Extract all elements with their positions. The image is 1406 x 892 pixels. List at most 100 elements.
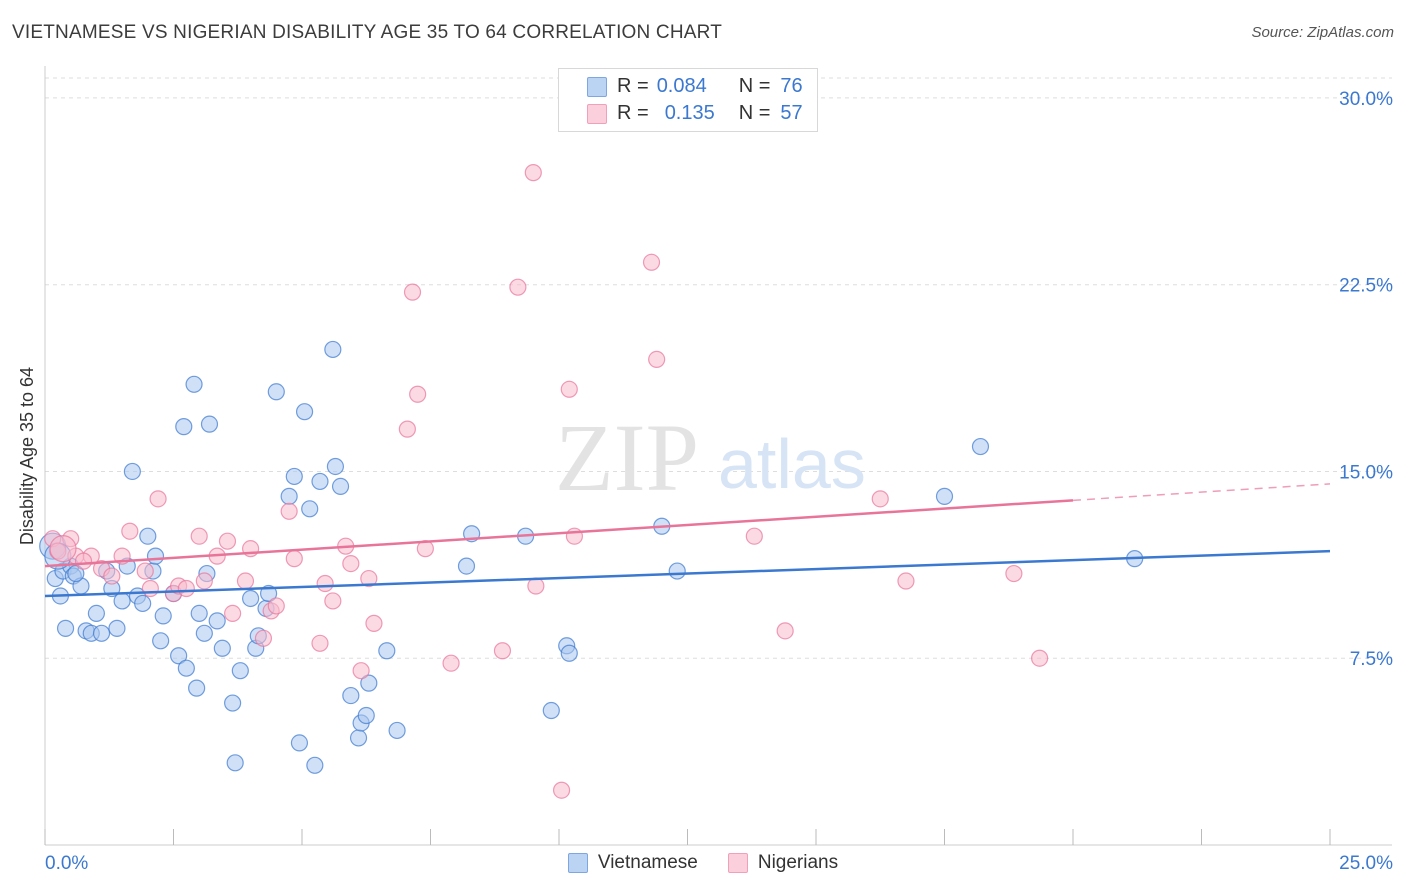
vietnamese-point [190,604,208,623]
vietnamese-point [200,415,219,433]
nigerian-point [267,597,285,615]
nigerian-point [745,527,763,545]
nigerian-point [254,629,273,647]
nigerian-point [149,490,167,508]
nigerian-point [871,490,889,508]
n-label-2: N = [738,102,771,124]
vietnamese-point [267,383,285,401]
vietnamese-point [326,457,345,476]
vietnamese-point [360,674,378,692]
nigerian-point [352,662,370,680]
vietnamese-point [971,437,990,456]
vietnamese-point [208,612,226,630]
nigerian-point [1030,649,1049,667]
vietnamese-point [224,694,242,712]
y-tick-label: 7.5% [1350,649,1393,670]
r-value-2: 0.135 [664,102,715,124]
nigerian-point [177,579,195,598]
vietnamese-point [311,472,329,491]
nigerian-point [236,572,255,590]
vietnamese-point [301,500,319,518]
nigerian-point [190,527,208,545]
watermark-atlas: atlas [718,425,866,503]
legend-item-vietnamese[interactable]: Vietnamese [567,852,698,874]
r-label-2: R = [617,102,649,124]
nigerian-point [280,502,298,520]
nigerian-point [195,572,213,590]
vietnamese-point [242,589,260,608]
nigerian-point [365,614,383,632]
source-note: Source: ZipAtlas.com [1251,24,1394,41]
vietnamese-point [123,462,141,481]
nigerian-point [398,420,416,438]
vietnamese-point [290,734,309,752]
vietnamese-point [357,706,375,725]
nigerian-point [285,550,303,568]
vietnamese-point [146,547,165,565]
nigerian-point [324,592,342,610]
y-tick-label: 15.0% [1339,462,1393,483]
legend-label-vietnamese: Vietnamese [597,852,698,873]
chart-title: VIETNAMESE VS NIGERIAN DISABILITY AGE 35… [12,22,723,43]
nigerian-point [527,577,545,595]
vietnamese-point [324,340,342,359]
nigerian-point [342,555,360,573]
nigerian-point [524,164,542,182]
n-value-1: 76 [780,75,803,97]
vietnamese-point [280,487,298,505]
stats-box: R = 0.084 N = 76 R = 0.135 N = 57 [558,68,818,132]
vietnamese-point [92,624,111,642]
nigerian-trend-line-dashed [1072,483,1331,502]
y-axis-label: Disability Age 35 to 64 [17,367,37,545]
legend: Vietnamese Nigerians [0,852,1406,874]
nigerian-point [311,634,329,652]
r-value-1: 0.084 [656,75,707,97]
vietnamese-point [342,686,360,705]
vietnamese-point [134,594,152,613]
legend-swatch-blue [567,853,588,873]
vietnamese-point [170,647,188,665]
nigerian-point [1005,564,1023,583]
nigerian-point [141,579,159,598]
vietnamese-point [388,721,406,740]
legend-label-nigerians: Nigerians [757,852,839,873]
nigerian-point [493,642,512,660]
vietnamese-point [231,662,249,680]
stats-swatch-pink [587,103,607,124]
stats-row-vietnamese: R = 0.084 N = 76 [587,75,803,98]
vietnamese-point [349,729,368,747]
nigerian-point [49,535,77,563]
vietnamese-point [175,418,193,436]
watermark-zip: ZIP [555,404,699,511]
legend-swatch-pink [727,853,748,873]
vietnamese-point [306,756,324,774]
vietnamese-point [560,644,578,662]
nigerian-point [103,567,121,585]
stats-swatch-blue [587,76,607,97]
nigerian-point [360,569,378,588]
nigerian-point [897,572,915,590]
legend-item-nigerians[interactable]: Nigerians [727,852,839,874]
vietnamese-point [295,403,314,421]
vietnamese-point [152,632,170,650]
nigerian-point [442,654,460,672]
nigerian-point [552,781,571,799]
vietnamese-point [67,564,85,583]
vietnamese-point [154,607,172,625]
vietnamese-point [226,754,244,772]
vietnamese-point [56,619,75,637]
vietnamese-point [113,592,131,610]
nigerian-point [560,380,578,398]
vietnamese-point [331,477,350,496]
vietnamese-point [213,639,231,657]
vietnamese-point [285,467,303,486]
vietnamese-point [195,624,213,642]
nigerian-point [509,278,527,296]
vietnamese-point [185,375,203,393]
vietnamese-point [542,701,560,720]
vietnamese-point [108,619,126,637]
vietnamese-point [87,604,106,623]
nigerian-point [316,574,334,593]
vietnamese-trend-line [44,549,1331,598]
